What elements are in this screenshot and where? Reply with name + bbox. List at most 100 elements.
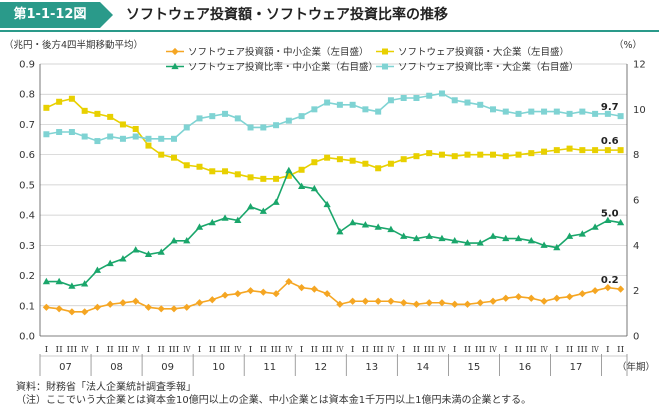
quarter-label: III <box>118 345 129 355</box>
source-note: 資料：財務省「法人企業統計調査季報」 <box>16 382 196 393</box>
series-line-4 <box>46 92 621 142</box>
data-point <box>540 297 548 305</box>
year-label: 17 <box>570 362 583 373</box>
data-point <box>527 237 535 244</box>
data-point <box>476 299 484 307</box>
data-point <box>566 145 573 152</box>
data-point <box>502 294 510 302</box>
data-point <box>221 214 229 221</box>
data-point <box>195 223 204 230</box>
data-point <box>412 300 421 308</box>
data-point <box>464 151 471 158</box>
data-point <box>566 110 573 117</box>
quarter-label: IV <box>183 345 191 355</box>
data-point <box>56 129 63 135</box>
data-point <box>93 303 102 311</box>
data-point <box>222 110 229 117</box>
data-point <box>107 133 114 140</box>
end-value-label: 0.2 <box>601 275 619 286</box>
data-point <box>323 200 331 208</box>
data-point <box>463 239 472 246</box>
data-point <box>374 223 382 230</box>
quarter-label: I <box>453 345 457 355</box>
data-point <box>297 284 306 292</box>
data-point <box>132 297 140 305</box>
quarter-label: II <box>464 345 471 355</box>
data-point <box>132 246 140 253</box>
data-point <box>272 198 280 205</box>
quarter-label: III <box>67 345 78 355</box>
quarter-label: II <box>56 345 63 355</box>
data-point <box>196 115 203 122</box>
legend-marker <box>171 47 179 56</box>
data-point <box>170 154 177 161</box>
data-point <box>119 255 127 262</box>
year-label: 12 <box>314 362 327 373</box>
quarter-label: IV <box>234 345 242 355</box>
data-point <box>107 113 114 120</box>
data-point <box>617 147 624 154</box>
data-point <box>579 108 586 115</box>
quarter-label: I <box>351 345 355 355</box>
data-point <box>451 300 459 308</box>
series-line-1 <box>46 280 621 313</box>
data-point <box>324 154 331 161</box>
quarter-label: I <box>147 345 151 355</box>
quarter-label: IV <box>132 345 140 355</box>
data-point <box>604 110 611 117</box>
figure-title: ソフトウェア投資額・ソフトウェア投資比率の推移 <box>126 7 448 23</box>
data-point <box>81 280 89 287</box>
data-point <box>247 174 254 181</box>
data-point <box>477 101 484 108</box>
quarter-label: I <box>606 345 610 355</box>
data-point <box>425 299 433 307</box>
data-point <box>400 299 408 307</box>
year-label: 09 <box>161 362 174 373</box>
data-point <box>119 299 127 307</box>
data-point <box>438 151 445 158</box>
data-point <box>477 151 484 158</box>
left-tick-label: 0.5 <box>19 180 35 191</box>
chart: （兆円・後方4四半期移動平均） （%） 0.0 0.1 0.2 0.3 0.4 0.5 0.6 0… <box>4 39 655 376</box>
data-point <box>336 156 343 163</box>
data-point <box>119 135 126 142</box>
year-label: 10 <box>212 362 225 373</box>
data-point <box>438 234 446 242</box>
data-point <box>541 108 548 115</box>
data-point <box>617 113 624 120</box>
left-tick-label: 0.7 <box>19 120 35 131</box>
data-point <box>387 160 394 167</box>
data-point <box>260 175 267 182</box>
quarter-label: IV <box>591 345 599 355</box>
data-point <box>502 153 509 160</box>
quarter-label: III <box>271 345 282 355</box>
quarter-label: III <box>220 345 231 355</box>
data-point <box>273 175 280 182</box>
left-tick-label: 0.8 <box>19 90 35 101</box>
data-point <box>617 285 625 293</box>
data-point <box>285 172 292 179</box>
data-point <box>553 147 560 154</box>
quarter-label: IV <box>438 345 446 355</box>
quarter-label: IV <box>285 345 293 355</box>
data-point <box>297 182 306 189</box>
data-point <box>310 184 318 192</box>
data-point <box>298 166 305 173</box>
left-tick-label: 0.1 <box>19 301 35 312</box>
data-point <box>234 171 241 178</box>
data-point <box>489 232 497 239</box>
quarter-label: II <box>107 345 114 355</box>
quarter-label: II <box>515 345 522 355</box>
data-point <box>285 166 293 174</box>
data-point <box>221 291 229 299</box>
data-point <box>260 124 267 131</box>
data-point <box>553 294 561 302</box>
quarter-label: III <box>526 345 537 355</box>
data-point <box>413 95 420 101</box>
quarter-label: II <box>209 345 216 355</box>
legend-label: ソフトウェア投資比率・中小企業（右目盛） <box>188 61 378 73</box>
data-point <box>400 156 407 163</box>
figure-label: 第1-1-12図 <box>0 2 113 28</box>
quarter-label: I <box>504 345 508 355</box>
data-point <box>375 108 382 115</box>
